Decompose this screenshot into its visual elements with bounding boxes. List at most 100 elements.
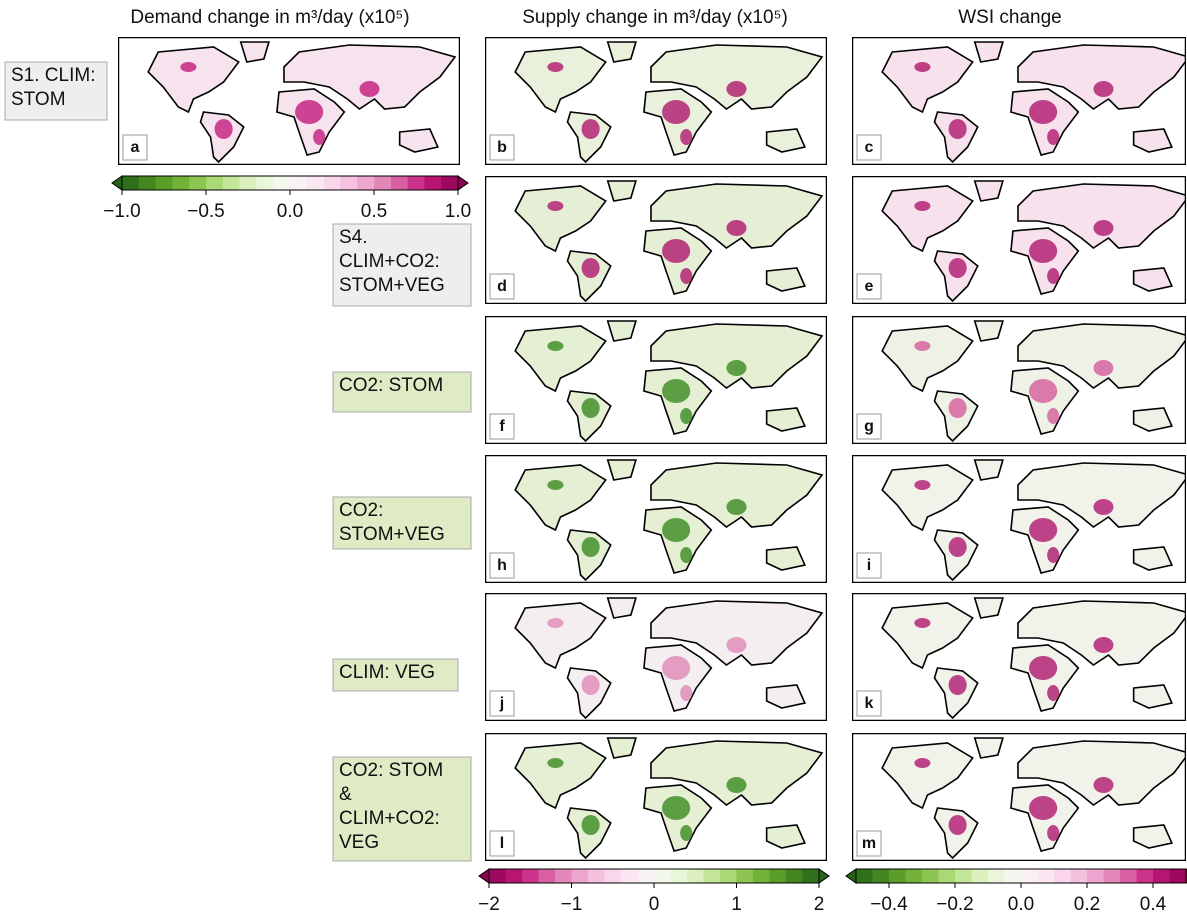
colorbar-step — [424, 176, 441, 190]
hotspot — [1047, 129, 1059, 145]
colorbar-tick-label: 0.5 — [361, 201, 387, 222]
hotspot — [949, 258, 967, 278]
hotspot — [1029, 379, 1057, 403]
colorbar-step — [1170, 869, 1187, 883]
colorbar-step — [189, 176, 206, 190]
colorbar-step — [1153, 869, 1170, 883]
hotspot — [726, 360, 746, 376]
colorbar-tick-label: −1 — [561, 894, 583, 915]
hotspot — [1029, 100, 1057, 124]
colorbar-step — [1120, 869, 1137, 883]
row-label: STOM — [11, 89, 66, 110]
hotspot — [295, 100, 323, 124]
panel-letter: g — [864, 418, 874, 435]
colorbar-step — [1104, 869, 1121, 883]
column-title: WSI change — [958, 7, 1062, 28]
hotspot — [582, 119, 600, 139]
hotspot — [662, 796, 690, 820]
row-label: CO2: — [339, 500, 383, 521]
row-label: STOM+VEG — [339, 275, 445, 296]
colorbar-arrow — [819, 869, 829, 883]
map-panel: j — [485, 593, 827, 721]
colorbar-step — [671, 869, 688, 883]
colorbar-step — [374, 176, 391, 190]
hotspot — [949, 398, 967, 418]
colorbar-step — [972, 869, 989, 883]
row-label: S4. — [339, 227, 368, 248]
colorbar-step — [988, 869, 1005, 883]
colorbar-step — [737, 869, 754, 883]
colorbar-step — [156, 176, 173, 190]
hotspot — [1093, 360, 1113, 376]
colorbar-step — [720, 869, 737, 883]
hotspot — [680, 129, 692, 145]
figure: Demand change in m³/day (x10⁵) Supply cha… — [0, 0, 1187, 919]
colorbar-step — [139, 176, 156, 190]
colorbar-step — [1137, 869, 1154, 883]
colorbar-tick-label: −0.4 — [870, 894, 908, 915]
colorbar-step — [638, 869, 655, 883]
hotspot — [547, 62, 563, 72]
hotspot — [949, 675, 967, 695]
hotspot — [582, 258, 600, 278]
column-title: Demand change in m³/day (x10⁵) — [130, 7, 409, 28]
hotspot — [359, 81, 379, 97]
colorbar-step — [506, 869, 523, 883]
row-label: CLIM+CO2: — [339, 808, 440, 829]
colorbar-step — [290, 176, 307, 190]
column-title: Supply change in m³/day (x10⁵) — [522, 7, 788, 28]
colorbar-step — [939, 869, 956, 883]
colorbar-step — [1071, 869, 1088, 883]
hotspot — [582, 537, 600, 557]
colorbar-step — [391, 176, 408, 190]
hotspot — [914, 480, 930, 490]
hotspot — [726, 777, 746, 793]
panel-letter: l — [500, 835, 504, 852]
hotspot — [1093, 637, 1113, 653]
map-panel: d — [485, 176, 827, 304]
row-label: CO2: STOM — [339, 375, 443, 396]
hotspot — [1047, 408, 1059, 424]
hotspot — [680, 685, 692, 701]
colorbar-step — [324, 176, 341, 190]
colorbar-step — [555, 869, 572, 883]
colorbar-tick-label: −2 — [478, 894, 500, 915]
hotspot — [1029, 518, 1057, 542]
hotspot — [680, 408, 692, 424]
colorbar-step — [588, 869, 605, 883]
colorbar-tick-label: 1.0 — [445, 201, 471, 222]
map-panel: f — [485, 316, 827, 444]
colorbar-arrow — [458, 176, 468, 190]
colorbar-step — [1087, 869, 1104, 883]
colorbar-tick-label: 0.2 — [1074, 894, 1100, 915]
hotspot — [582, 675, 600, 695]
hotspot — [949, 537, 967, 557]
colorbar-step — [441, 176, 458, 190]
colorbar-step — [206, 176, 223, 190]
panel-letter: k — [865, 695, 874, 712]
colorbar-step — [605, 869, 622, 883]
colorbar-step — [539, 869, 556, 883]
row-label: STOM+VEG — [339, 524, 445, 545]
hotspot — [662, 379, 690, 403]
colorbar-step — [240, 176, 257, 190]
colorbar-step — [273, 176, 290, 190]
colorbar-tick-label: 2 — [814, 894, 825, 915]
colorbar-step — [687, 869, 704, 883]
hotspot — [1047, 685, 1059, 701]
colorbar-step — [357, 176, 374, 190]
hotspot — [547, 618, 563, 628]
map-panel: l — [485, 733, 827, 861]
colorbar-arrow — [112, 176, 122, 190]
hotspot — [662, 656, 690, 680]
hotspot — [582, 398, 600, 418]
hotspot — [726, 637, 746, 653]
hotspot — [914, 758, 930, 768]
colorbar-step — [889, 869, 906, 883]
hotspot — [914, 201, 930, 211]
panel-letter: f — [499, 418, 505, 435]
row-label: VEG — [339, 832, 379, 853]
panel-letter: a — [131, 139, 140, 156]
colorbar-step — [906, 869, 923, 883]
colorbar-step — [489, 869, 506, 883]
